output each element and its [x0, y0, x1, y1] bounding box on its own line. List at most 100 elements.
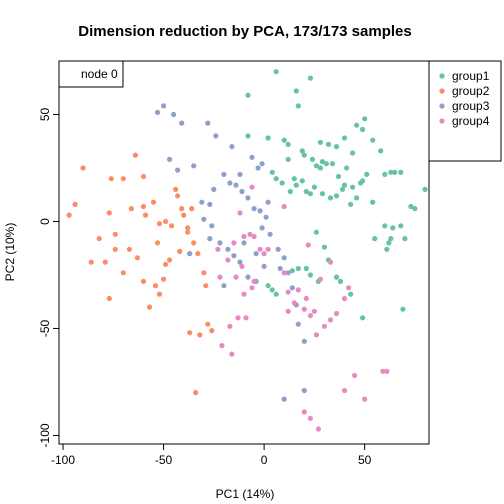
- data-point: [321, 323, 327, 329]
- data-point: [140, 173, 147, 180]
- data-point: [112, 246, 118, 252]
- legend-swatch-group2: [439, 88, 445, 94]
- data-point: [323, 161, 329, 167]
- data-point: [243, 315, 249, 321]
- data-point: [301, 152, 307, 158]
- data-point: [269, 287, 275, 293]
- data-point: [167, 257, 173, 263]
- data-point: [273, 291, 279, 297]
- data-point: [227, 180, 233, 186]
- data-point: [221, 283, 227, 289]
- data-point: [402, 236, 408, 242]
- data-point: [291, 176, 297, 182]
- data-point: [285, 141, 291, 147]
- data-point: [348, 201, 354, 207]
- data-point: [235, 315, 241, 321]
- data-point: [177, 248, 183, 254]
- y-tick-label: 50: [38, 107, 52, 121]
- data-point: [350, 184, 356, 190]
- data-point: [289, 268, 295, 274]
- data-point: [273, 176, 279, 182]
- data-point: [408, 203, 414, 210]
- data-point: [209, 328, 215, 334]
- data-point: [313, 332, 319, 338]
- y-tick-label: -100: [38, 423, 52, 447]
- series-group3: [154, 103, 307, 402]
- data-point: [398, 223, 404, 229]
- data-point: [255, 165, 261, 171]
- data-point: [253, 251, 259, 257]
- data-point: [106, 295, 112, 302]
- data-point: [362, 116, 368, 122]
- x-axis-label: PC1 (14%): [216, 487, 275, 501]
- data-point: [134, 255, 140, 261]
- legend-swatch-group4: [439, 118, 445, 124]
- data-point: [315, 426, 321, 432]
- data-point: [321, 244, 327, 250]
- data-point: [207, 201, 213, 207]
- data-point: [241, 291, 247, 297]
- data-point: [350, 150, 356, 156]
- data-point: [251, 278, 257, 284]
- data-point: [161, 276, 167, 282]
- data-point: [285, 270, 291, 276]
- data-point: [281, 270, 287, 276]
- data-point: [231, 240, 237, 246]
- data-point: [205, 120, 211, 126]
- data-point: [142, 212, 149, 218]
- data-point: [239, 263, 245, 269]
- legend-label-group4: group4: [452, 114, 490, 128]
- data-point: [344, 165, 350, 171]
- data-point: [263, 214, 269, 220]
- data-point: [154, 109, 161, 115]
- data-point: [265, 135, 271, 141]
- data-point: [217, 240, 223, 246]
- data-point: [295, 287, 301, 293]
- data-point: [307, 75, 313, 81]
- data-point: [299, 148, 305, 154]
- data-point: [167, 156, 173, 162]
- data-point: [259, 161, 265, 167]
- data-point: [327, 259, 334, 265]
- data-point: [156, 291, 163, 297]
- data-point: [317, 139, 323, 145]
- data-point: [173, 186, 179, 192]
- data-point: [303, 295, 309, 302]
- data-point: [265, 283, 271, 289]
- data-point: [171, 111, 177, 118]
- data-point: [179, 206, 185, 212]
- data-point: [360, 126, 366, 133]
- data-point: [237, 171, 243, 177]
- data-point: [261, 263, 267, 269]
- data-point: [161, 103, 167, 109]
- data-point: [301, 338, 307, 344]
- data-point: [225, 246, 231, 252]
- legend-label-group1: group1: [452, 69, 490, 83]
- data-point: [293, 88, 299, 94]
- data-point: [96, 236, 102, 242]
- data-point: [251, 206, 257, 212]
- data-point: [341, 387, 348, 394]
- data-point: [360, 178, 366, 184]
- data-point: [199, 199, 205, 205]
- data-point: [269, 169, 275, 175]
- data-point: [175, 193, 181, 199]
- data-point: [179, 120, 185, 126]
- data-point: [205, 321, 211, 327]
- data-point: [152, 283, 159, 289]
- data-point: [265, 246, 271, 252]
- data-point: [213, 133, 219, 139]
- data-point: [277, 265, 283, 272]
- data-point: [317, 276, 323, 282]
- data-point: [88, 259, 94, 265]
- y-tick-label: 0: [38, 218, 52, 225]
- data-point: [219, 343, 225, 349]
- data-point: [354, 195, 360, 201]
- data-point: [233, 274, 239, 280]
- annotation-box: node 0: [58, 60, 124, 88]
- data-point: [392, 169, 398, 175]
- data-point: [364, 171, 370, 177]
- data-point: [187, 251, 193, 257]
- annotation-frame: [58, 60, 124, 88]
